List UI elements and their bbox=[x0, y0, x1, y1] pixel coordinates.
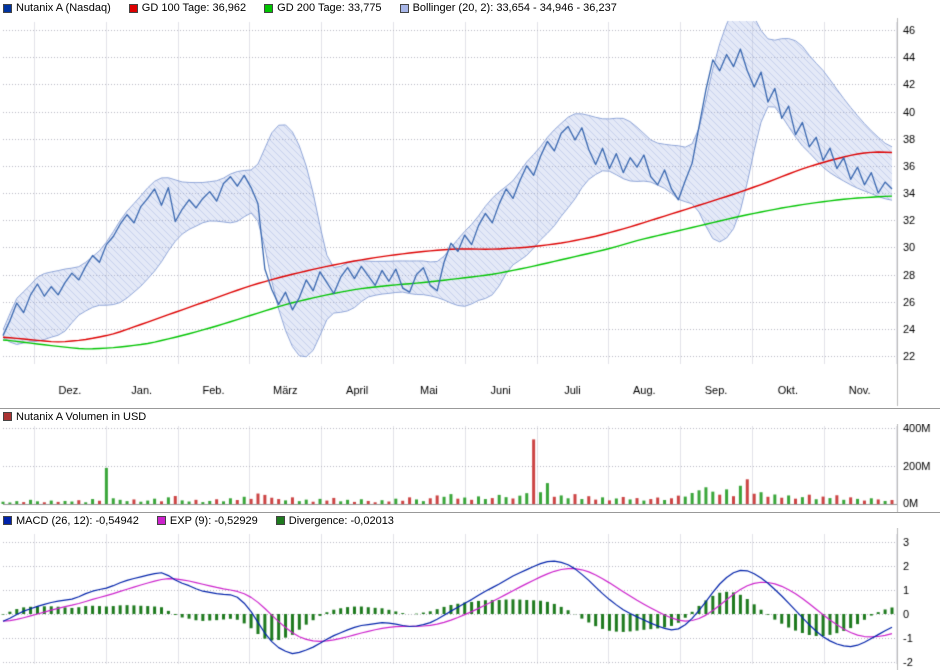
legend-item-gd200: GD 200 Tage: 33,775 bbox=[264, 2, 382, 14]
macd-swatch-icon bbox=[3, 516, 12, 525]
gd200-label: GD 200 Tage: 33,775 bbox=[277, 2, 382, 14]
volume-label: Nutanix A Volumen in USD bbox=[16, 410, 147, 423]
volume-chart-canvas bbox=[0, 424, 940, 512]
price-chart-legend: Nutanix A (Nasdaq) GD 100 Tage: 36,962 G… bbox=[0, 0, 940, 16]
gd100-swatch-icon bbox=[128, 3, 138, 13]
bollinger-swatch-icon bbox=[399, 3, 409, 13]
exp-label: EXP (9): -0,52929 bbox=[169, 514, 258, 527]
price-series-swatch-icon bbox=[3, 3, 12, 13]
gd100-label: GD 100 Tage: 36,962 bbox=[141, 2, 247, 14]
gd200-swatch-icon bbox=[264, 3, 274, 13]
legend-item-gd100: GD 100 Tage: 36,962 bbox=[128, 2, 247, 14]
price-series-label: Nutanix A (Nasdaq) bbox=[16, 2, 111, 14]
legend-item-divergence: Divergence: -0,02013 bbox=[275, 514, 394, 527]
divergence-label: Divergence: -0,02013 bbox=[288, 514, 394, 527]
exp-swatch-icon bbox=[156, 516, 166, 525]
legend-item-volume: Nutanix A Volumen in USD bbox=[3, 411, 146, 423]
macd-chart-legend: MACD (26, 12): -0,54942 EXP (9): -0,5292… bbox=[0, 512, 940, 528]
volume-chart-legend: Nutanix A Volumen in USD bbox=[0, 408, 940, 424]
legend-item-bollinger: Bollinger (20, 2): 33,654 - 34,946 - 36,… bbox=[399, 2, 617, 14]
macd-chart-canvas bbox=[0, 528, 940, 670]
volume-swatch-icon bbox=[3, 412, 12, 421]
bollinger-label: Bollinger (20, 2): 33,654 - 34,946 - 36,… bbox=[412, 2, 617, 14]
price-chart-canvas bbox=[0, 16, 940, 408]
divergence-swatch-icon bbox=[275, 516, 285, 525]
legend-item-exp: EXP (9): -0,52929 bbox=[156, 514, 258, 527]
legend-item-price: Nutanix A (Nasdaq) bbox=[3, 2, 111, 14]
legend-item-macd: MACD (26, 12): -0,54942 bbox=[3, 515, 139, 527]
macd-label: MACD (26, 12): -0,54942 bbox=[16, 514, 139, 527]
